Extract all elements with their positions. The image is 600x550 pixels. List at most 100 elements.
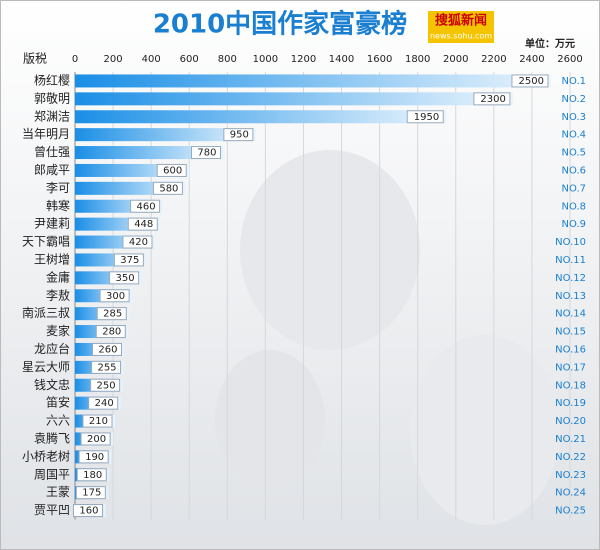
y-tick-label: 金庸 bbox=[46, 269, 70, 284]
value-label-box bbox=[406, 110, 444, 124]
value-label: 600 bbox=[163, 165, 182, 176]
value-label-box bbox=[91, 360, 122, 374]
bar bbox=[75, 128, 256, 142]
rank-label: NO.8 bbox=[562, 201, 587, 212]
chart-title: 2010中国作家富豪榜 bbox=[153, 9, 407, 40]
y-tick-label: 王树增 bbox=[34, 251, 70, 266]
value-label-box bbox=[88, 396, 119, 410]
y-tick-label: 郭敬明 bbox=[34, 91, 70, 105]
value-label: 175 bbox=[82, 488, 101, 499]
value-label: 210 bbox=[89, 416, 108, 427]
value-label-box bbox=[152, 181, 183, 195]
value-label: 260 bbox=[98, 344, 117, 355]
value-label-box bbox=[473, 92, 511, 106]
y-tick-label: 尹建莉 bbox=[34, 217, 70, 231]
y-tick-label: 当年明月 bbox=[22, 127, 70, 141]
value-label-box bbox=[96, 307, 127, 321]
value-label: 2500 bbox=[519, 76, 544, 87]
x-tick-label: 400 bbox=[142, 54, 161, 65]
value-label-box bbox=[191, 146, 221, 160]
value-label-box bbox=[92, 342, 122, 356]
y-tick-label: 钱文忠 bbox=[34, 377, 70, 392]
y-tick-label: 星云大师 bbox=[22, 360, 70, 374]
y-tick-label: 杨红樱 bbox=[34, 72, 70, 87]
value-label: 420 bbox=[129, 237, 148, 248]
value-label-box bbox=[99, 289, 130, 303]
x-tick-label: 1800 bbox=[405, 54, 430, 65]
value-label: 2300 bbox=[480, 94, 505, 105]
rank-label: NO.19 bbox=[555, 398, 586, 409]
axis-label: 版税 bbox=[23, 52, 47, 66]
y-tick-label: 贾平凹 bbox=[34, 503, 70, 517]
x-tick-label: 1600 bbox=[367, 54, 392, 65]
y-tick-label: 郑渊洁 bbox=[34, 108, 70, 123]
value-label: 180 bbox=[83, 470, 102, 481]
bar bbox=[75, 92, 513, 106]
value-label: 300 bbox=[106, 291, 125, 302]
y-tick-label: 天下霸唱 bbox=[22, 235, 70, 249]
value-label: 285 bbox=[103, 309, 122, 320]
rank-label: NO.23 bbox=[555, 470, 586, 481]
bar bbox=[75, 74, 551, 88]
value-label: 160 bbox=[79, 506, 98, 517]
value-label: 240 bbox=[95, 398, 114, 409]
y-tick-label: 龙应台 bbox=[34, 341, 70, 356]
rank-label: NO.12 bbox=[555, 273, 586, 284]
value-label: 448 bbox=[134, 219, 153, 230]
y-tick-label: 李敖 bbox=[46, 287, 70, 302]
value-label: 460 bbox=[136, 201, 155, 212]
value-label-box bbox=[80, 432, 111, 446]
value-label-box bbox=[95, 325, 126, 339]
x-tick-label: 2200 bbox=[481, 54, 506, 65]
bar bbox=[75, 110, 447, 124]
value-label-box bbox=[130, 199, 161, 213]
rank-label: NO.13 bbox=[555, 291, 586, 302]
rank-label: NO.15 bbox=[555, 327, 586, 338]
y-tick-label: 韩寒 bbox=[46, 198, 70, 213]
rank-label: NO.14 bbox=[555, 309, 586, 320]
rank-label: NO.5 bbox=[562, 148, 587, 159]
x-tick-label: 1000 bbox=[253, 54, 278, 65]
x-tick-label: 2400 bbox=[519, 54, 544, 65]
rank-label: NO.21 bbox=[555, 434, 586, 445]
value-label: 190 bbox=[85, 452, 104, 463]
value-label-box bbox=[223, 128, 254, 142]
value-label-box bbox=[122, 235, 153, 249]
y-tick-label: 六六 bbox=[46, 414, 70, 428]
rank-label: NO.18 bbox=[555, 380, 586, 391]
rank-label: NO.1 bbox=[562, 76, 587, 87]
x-tick-label: 1200 bbox=[291, 54, 316, 65]
rank-label: NO.11 bbox=[555, 255, 586, 266]
value-label: 350 bbox=[116, 273, 135, 284]
rank-label: NO.25 bbox=[555, 506, 586, 517]
rank-label: NO.22 bbox=[555, 452, 586, 463]
photo-placeholder bbox=[215, 350, 325, 490]
value-label: 580 bbox=[159, 183, 178, 194]
value-label-box bbox=[113, 253, 144, 267]
value-label-box bbox=[82, 414, 113, 428]
rank-label: NO.4 bbox=[562, 130, 587, 141]
value-label: 1950 bbox=[414, 112, 439, 123]
rank-label: NO.10 bbox=[555, 237, 586, 248]
x-tick-label: 200 bbox=[104, 54, 123, 65]
value-label-box bbox=[511, 74, 549, 88]
rank-label: NO.3 bbox=[562, 112, 587, 123]
rank-label: NO.7 bbox=[562, 183, 587, 194]
photo-placeholder bbox=[410, 335, 560, 525]
rank-label: NO.20 bbox=[555, 416, 586, 427]
y-tick-label: 曾仕强 bbox=[34, 145, 70, 159]
logo-box bbox=[428, 11, 494, 43]
value-label-box bbox=[127, 217, 158, 231]
value-label: 780 bbox=[197, 148, 216, 159]
value-label-box bbox=[76, 468, 107, 482]
rank-label: NO.9 bbox=[562, 219, 587, 230]
bar bbox=[75, 146, 224, 160]
x-tick-label: 2600 bbox=[557, 54, 582, 65]
y-tick-label: 笛安 bbox=[46, 395, 70, 410]
value-label-box bbox=[72, 504, 103, 518]
value-label-box bbox=[109, 271, 140, 285]
rank-label: NO.17 bbox=[555, 362, 586, 373]
value-label: 250 bbox=[97, 380, 116, 391]
y-tick-label: 南派三叔 bbox=[22, 305, 70, 320]
